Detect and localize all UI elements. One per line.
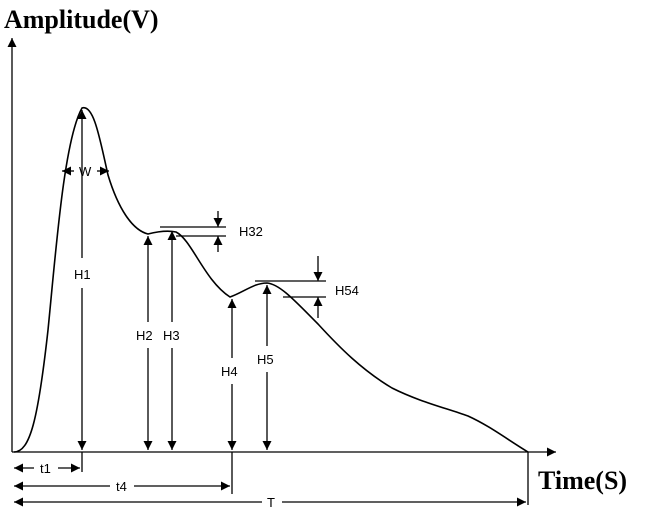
y-axis-title: Amplitude(V) (4, 5, 159, 34)
h1-label: H1 (74, 267, 91, 282)
h2-label: H2 (136, 328, 153, 343)
t1-label: t1 (40, 461, 51, 476)
T-label: T (267, 495, 275, 510)
h4-label: H4 (221, 364, 238, 379)
x-axis-title: Time(S) (538, 466, 627, 495)
w-label: W (79, 164, 92, 179)
waveform-curve (13, 107, 529, 453)
h5-label: H5 (257, 352, 274, 367)
h32-label: H32 (239, 224, 263, 239)
h54-label: H54 (335, 283, 359, 298)
t4-label: t4 (116, 479, 127, 494)
h3-label: H3 (163, 328, 180, 343)
